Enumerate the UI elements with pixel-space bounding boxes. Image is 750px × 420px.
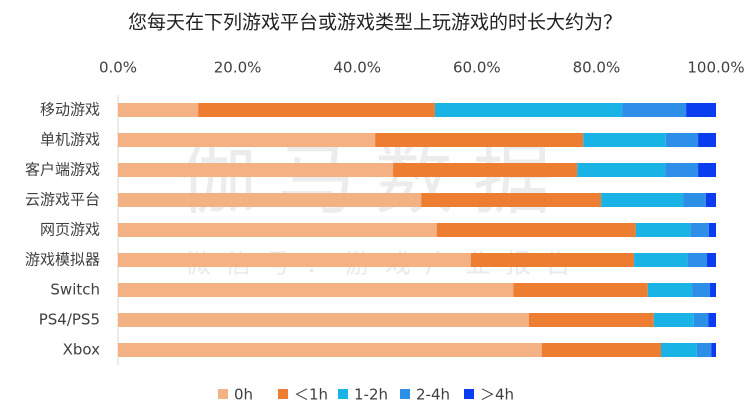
bar-segment <box>705 193 716 207</box>
bar-segment <box>198 103 435 117</box>
bar-segment <box>687 253 708 267</box>
y-tick-label: 单机游戏 <box>40 131 100 149</box>
watermark: 伽马数据 <box>179 135 571 225</box>
bar-segment <box>118 313 529 327</box>
bar-segment <box>710 283 716 297</box>
bar-segment <box>692 283 711 297</box>
y-tick-label: 游戏模拟器 <box>25 251 100 269</box>
y-tick-label: PS4/PS5 <box>39 311 100 329</box>
x-tick-label: 40.0% <box>333 59 381 77</box>
bar-segment <box>635 223 691 237</box>
bar-segment <box>665 163 699 177</box>
y-tick-label: Xbox <box>63 341 101 359</box>
chart-title: 您每天在下列游戏平台或游戏类型上玩游戏的时长大约为？ <box>128 12 622 34</box>
bar-segment <box>118 193 422 207</box>
bar-segment <box>622 103 687 117</box>
bar-segment <box>583 133 666 147</box>
bar-segment <box>601 193 684 207</box>
bar-segment <box>421 193 602 207</box>
x-tick-label: 0.0% <box>99 59 137 77</box>
bar-segment <box>470 253 635 267</box>
x-tick-label: 20.0% <box>214 59 262 77</box>
legend-swatch <box>218 389 228 399</box>
legend-label: ＜1h <box>294 386 328 404</box>
bar-segment <box>118 253 471 267</box>
legend-swatch <box>464 389 474 399</box>
y-tick-label: 云游戏平台 <box>25 191 100 209</box>
bar-segment <box>434 103 623 117</box>
legend-label: 2-4h <box>416 386 450 404</box>
bar-segment <box>513 283 648 297</box>
legend-swatch <box>278 389 288 399</box>
legend-label: 1-2h <box>354 386 388 404</box>
bar-segment <box>707 253 716 267</box>
bar-segment <box>118 223 437 237</box>
bar-segment <box>375 133 584 147</box>
bar-segment <box>118 103 199 117</box>
legend-swatch <box>400 389 410 399</box>
bar-segment <box>693 313 709 327</box>
bar-segment <box>660 343 697 357</box>
bar-segment <box>634 253 688 267</box>
bar-segment <box>577 163 666 177</box>
y-tick-label: 客户端游戏 <box>25 161 100 179</box>
bar-segment <box>118 133 376 147</box>
bar-segment <box>711 343 716 357</box>
bar-segment <box>698 133 716 147</box>
bar-segment <box>686 103 716 117</box>
bar-segment <box>698 163 716 177</box>
bar-segment <box>541 343 661 357</box>
bar-segment <box>436 223 636 237</box>
bar-segment <box>118 283 514 297</box>
bar-segment <box>665 133 699 147</box>
legend-label: 0h <box>234 386 253 404</box>
bar-segment <box>708 223 716 237</box>
bar-segment <box>528 313 654 327</box>
bar-segment <box>708 313 716 327</box>
legend-label: ＞4h <box>480 386 514 404</box>
bar-segment <box>118 163 394 177</box>
bar-segment <box>653 313 694 327</box>
bar-segment <box>393 163 578 177</box>
bar-segment <box>696 343 712 357</box>
y-tick-label: 网页游戏 <box>40 221 100 239</box>
x-tick-label: 100.0% <box>687 59 744 77</box>
bar-segment <box>647 283 693 297</box>
x-tick-label: 60.0% <box>453 59 501 77</box>
bar-segment <box>683 193 706 207</box>
x-tick-label: 80.0% <box>573 59 621 77</box>
legend-swatch <box>338 389 348 399</box>
bar-segment <box>690 223 709 237</box>
y-tick-label: 移动游戏 <box>40 101 100 119</box>
y-tick-label: Switch <box>50 281 100 299</box>
bar-segment <box>118 343 542 357</box>
